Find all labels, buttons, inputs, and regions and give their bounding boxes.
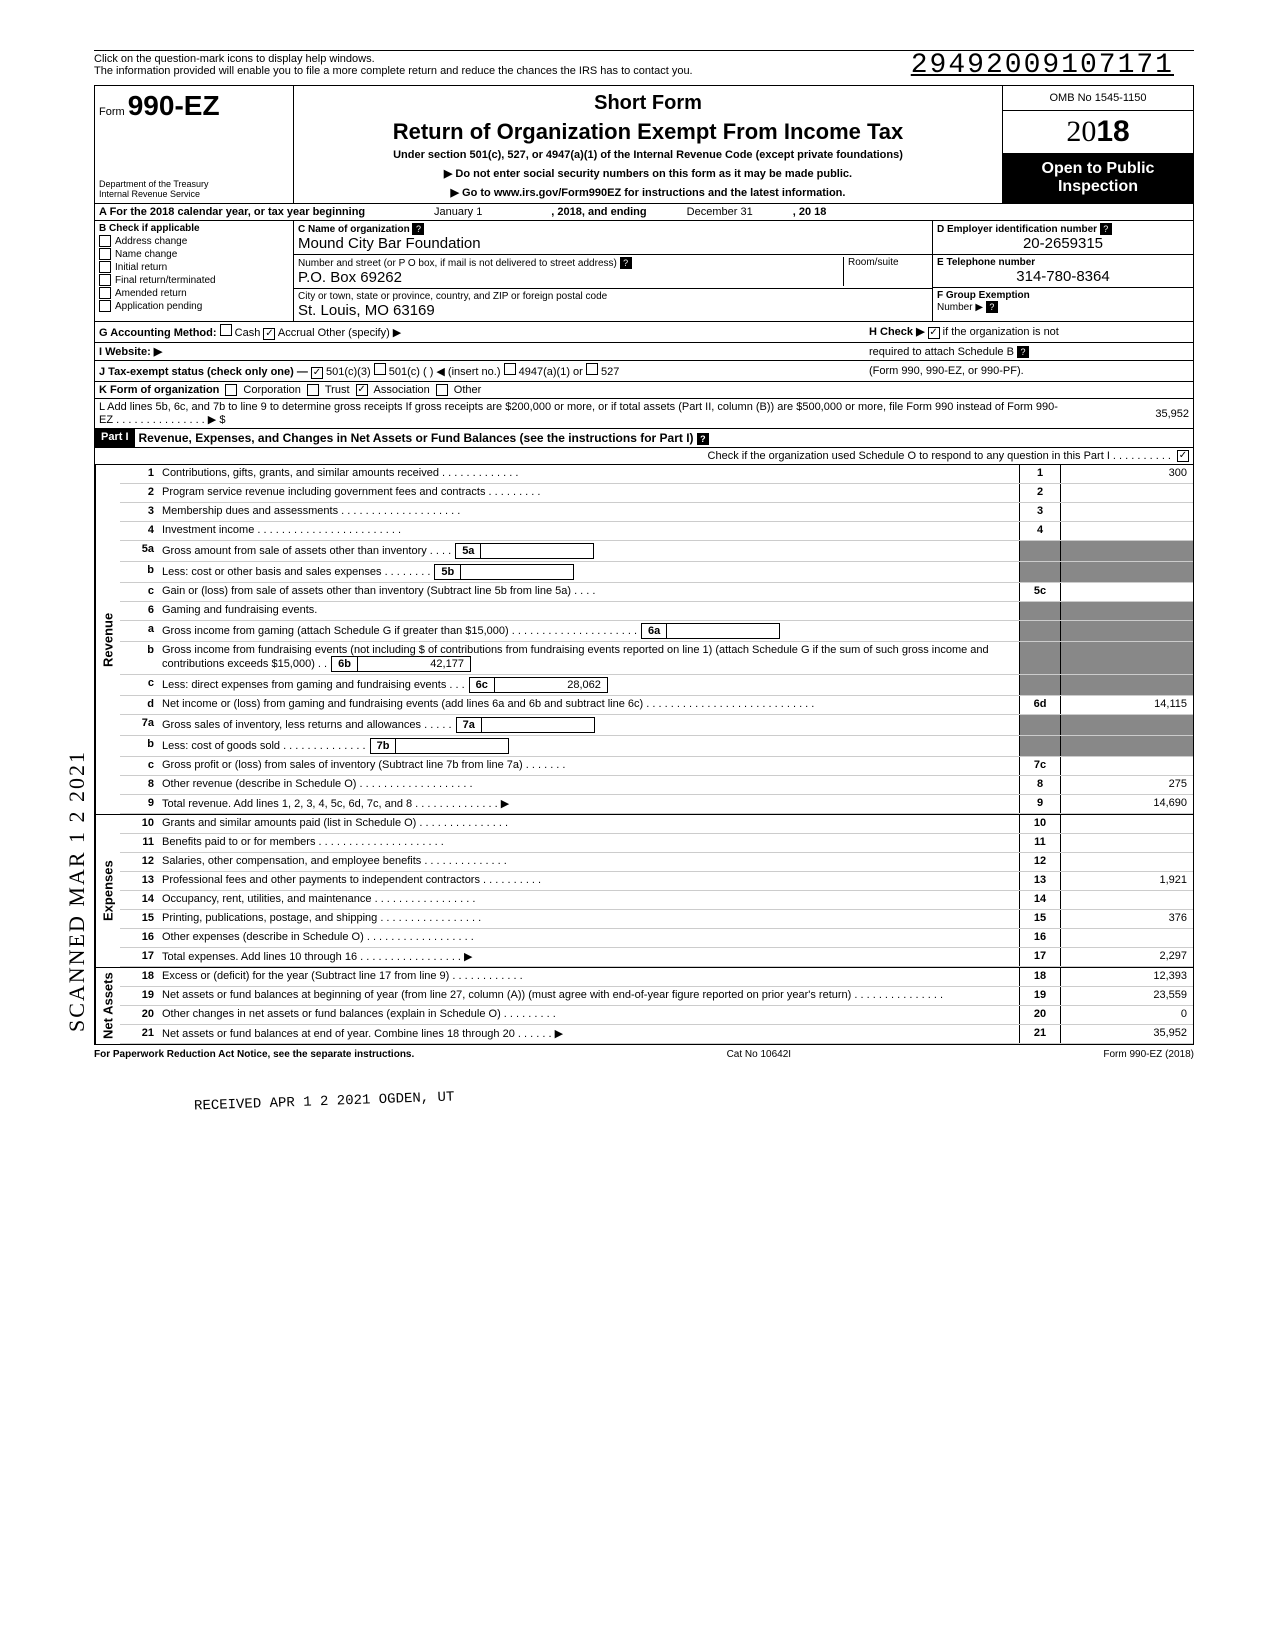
form-line-4: 4Investment income . . . . . . . . . . .… [120, 522, 1193, 541]
col-b-checkboxes: B Check if applicable Address change Nam… [95, 221, 294, 321]
form-line-9: 9Total revenue. Add lines 1, 2, 3, 4, 5c… [120, 795, 1193, 814]
return-title: Return of Organization Exempt From Incom… [302, 119, 994, 145]
form-line-b: bLess: cost of goods sold . . . . . . . … [120, 736, 1193, 757]
form-line-17: 17Total expenses. Add lines 10 through 1… [120, 948, 1193, 967]
form-line-1: 1Contributions, gifts, grants, and simil… [120, 465, 1193, 484]
chk-trust[interactable] [307, 384, 319, 396]
form-line-8: 8Other revenue (describe in Schedule O) … [120, 776, 1193, 795]
form-line-b: bLess: cost or other basis and sales exp… [120, 562, 1193, 583]
org-city: St. Louis, MO 63169 [298, 302, 928, 319]
received-stamp: RECEIVED APR 1 2 2021 OGDEN, UT [194, 1090, 455, 1113]
part1-header: Part I [95, 429, 135, 447]
chk-amended[interactable] [99, 287, 111, 299]
telephone: 314-780-8364 [937, 268, 1189, 285]
scanned-stamp: SCANNED MAR 1 2 2021 [64, 750, 90, 1032]
dln-number: 29492009107171 [911, 50, 1174, 81]
org-name: Mound City Bar Foundation [298, 235, 928, 252]
ein: 20-2659315 [937, 235, 1189, 252]
tax-year: 2018 [1003, 111, 1193, 154]
chk-4947[interactable] [504, 363, 516, 375]
subtitle: Under section 501(c), 527, or 4947(a)(1)… [302, 149, 994, 161]
row-g-accounting: G Accounting Method: Cash Accrual Other … [94, 322, 1194, 343]
row-i-website: I Website: ▶ required to attach Schedule… [94, 343, 1194, 361]
form-line-11: 11Benefits paid to or for members . . . … [120, 834, 1193, 853]
form-line-19: 19Net assets or fund balances at beginni… [120, 987, 1193, 1006]
chk-other[interactable] [436, 384, 448, 396]
form-line-7a: 7aGross sales of inventory, less returns… [120, 715, 1193, 736]
side-expenses: Expenses [95, 815, 120, 967]
row-a-taxyear: A For the 2018 calendar year, or tax yea… [94, 204, 1194, 221]
row-j-taxexempt: J Tax-exempt status (check only one) — 5… [94, 361, 1194, 382]
help-icon[interactable]: ? [1017, 346, 1029, 358]
form-number: Form 990-EZ [99, 90, 289, 122]
form-line-c: cGross profit or (loss) from sales of in… [120, 757, 1193, 776]
chk-initial-return[interactable] [99, 261, 111, 273]
form-line-20: 20Other changes in net assets or fund ba… [120, 1006, 1193, 1025]
row-k-formorg: K Form of organization Corporation Trust… [94, 382, 1194, 399]
goto-link: ▶ Go to www.irs.gov/Form990EZ for instru… [302, 186, 994, 199]
form-header: Form 990-EZ Department of the TreasuryIn… [94, 85, 1194, 204]
form-line-d: dNet income or (loss) from gaming and fu… [120, 696, 1193, 715]
chk-accrual[interactable] [263, 328, 275, 340]
open-to-public: Open to PublicInspection [1003, 154, 1193, 203]
help-icon[interactable]: ? [620, 257, 632, 269]
chk-501c3[interactable] [311, 367, 323, 379]
part1-check: Check if the organization used Schedule … [94, 448, 1194, 465]
form-line-16: 16Other expenses (describe in Schedule O… [120, 929, 1193, 948]
help-icon[interactable]: ? [697, 433, 709, 445]
form-line-3: 3Membership dues and assessments . . . .… [120, 503, 1193, 522]
help-icon[interactable]: ? [412, 223, 424, 235]
org-street: P.O. Box 69262 [298, 269, 843, 286]
chk-address-change[interactable] [99, 235, 111, 247]
chk-assoc[interactable] [356, 384, 368, 396]
form-line-2: 2Program service revenue including gover… [120, 484, 1193, 503]
form-line-c: cGain or (loss) from sale of assets othe… [120, 583, 1193, 602]
help-icon[interactable]: ? [1100, 223, 1112, 235]
chk-corp[interactable] [225, 384, 237, 396]
form-line-6: 6Gaming and fundraising events. [120, 602, 1193, 621]
dept-treasury: Department of the TreasuryInternal Reven… [99, 179, 289, 199]
row-l-gross: L Add lines 5b, 6c, and 7b to line 9 to … [94, 399, 1194, 429]
page-footer: For Paperwork Reduction Act Notice, see … [94, 1045, 1194, 1064]
chk-final-return[interactable] [99, 274, 111, 286]
chk-501c[interactable] [374, 363, 386, 375]
side-revenue: Revenue [95, 465, 120, 814]
form-line-a: aGross income from gaming (attach Schedu… [120, 621, 1193, 642]
chk-app-pending[interactable] [99, 300, 111, 312]
form-line-b: bGross income from fundraising events (n… [120, 642, 1193, 675]
form-line-12: 12Salaries, other compensation, and empl… [120, 853, 1193, 872]
chk-part1-scho[interactable] [1177, 450, 1189, 462]
form-line-13: 13Professional fees and other payments t… [120, 872, 1193, 891]
side-netassets: Net Assets [95, 968, 120, 1044]
form-line-15: 15Printing, publications, postage, and s… [120, 910, 1193, 929]
form-line-c: cLess: direct expenses from gaming and f… [120, 675, 1193, 696]
form-line-5a: 5aGross amount from sale of assets other… [120, 541, 1193, 562]
form-line-18: 18Excess or (deficit) for the year (Subt… [120, 968, 1193, 987]
omb-number: OMB No 1545-1150 [1003, 86, 1193, 111]
chk-527[interactable] [586, 363, 598, 375]
form-line-21: 21Net assets or fund balances at end of … [120, 1025, 1193, 1044]
chk-cash[interactable] [220, 324, 232, 336]
short-form-title: Short Form [302, 92, 994, 115]
chk-h[interactable] [928, 327, 940, 339]
chk-name-change[interactable] [99, 248, 111, 260]
help-icon[interactable]: ? [986, 301, 998, 313]
part1-title: Revenue, Expenses, and Changes in Net As… [135, 429, 1193, 447]
ssn-warning: ▶ Do not enter social security numbers o… [302, 167, 994, 180]
form-line-10: 10Grants and similar amounts paid (list … [120, 815, 1193, 834]
form-line-14: 14Occupancy, rent, utilities, and mainte… [120, 891, 1193, 910]
